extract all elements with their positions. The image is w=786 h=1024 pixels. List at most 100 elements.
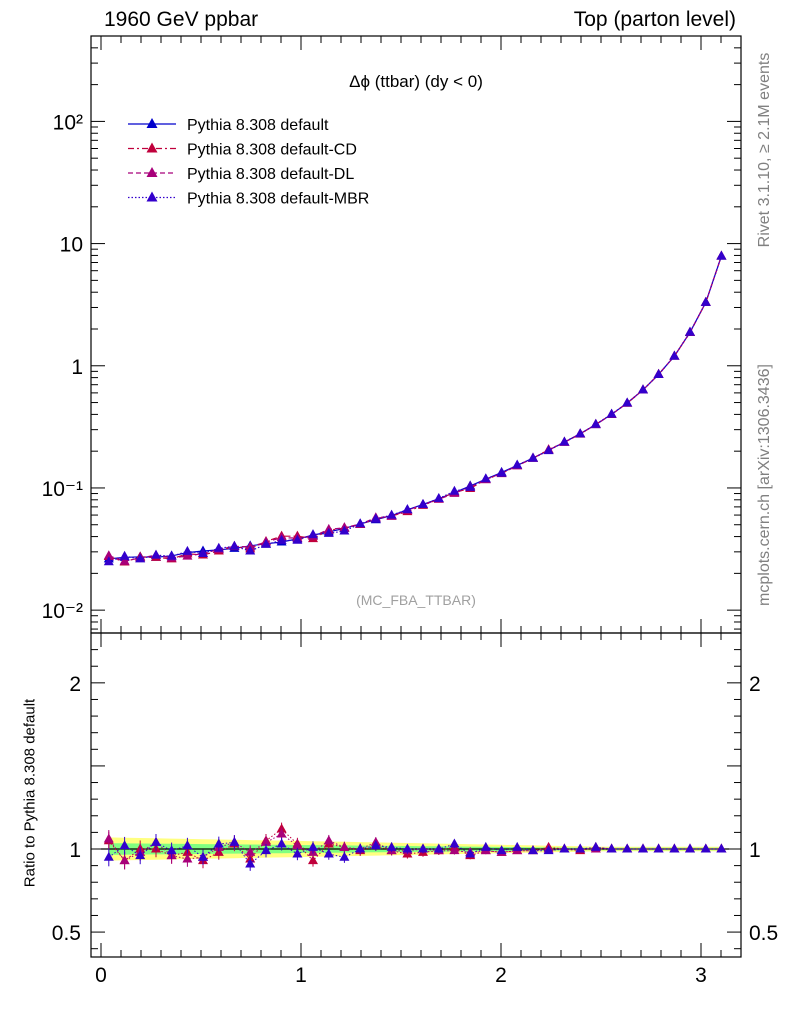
ratio-data-point — [370, 840, 381, 850]
data-point — [119, 550, 130, 560]
data-point — [355, 518, 366, 528]
y-tick-label: 1 — [71, 356, 83, 379]
series-line — [108, 255, 722, 560]
ratio-data-point — [716, 843, 727, 853]
ratio-data-point — [198, 851, 208, 861]
ratio-data-point — [151, 836, 161, 846]
ratio-data-point — [261, 845, 271, 855]
data-point — [638, 384, 648, 394]
ratio-y-tick-label-left: 1 — [69, 839, 81, 862]
ratio-data-point — [119, 855, 130, 865]
ratio-data-point — [418, 843, 428, 853]
ratio-data-point — [606, 843, 617, 853]
data-point — [480, 473, 491, 483]
ratio-data-point — [386, 841, 397, 851]
ratio-data-point — [700, 843, 711, 853]
ratio-data-point — [276, 838, 287, 848]
series-line — [108, 255, 722, 562]
ratio-data-point — [135, 850, 146, 860]
y-tick-label: 10⁻² — [42, 600, 83, 623]
data-point — [559, 436, 570, 446]
ratio-series-line — [108, 828, 722, 862]
data-point — [245, 545, 256, 555]
x-tick-label: 2 — [495, 964, 507, 987]
data-point — [261, 538, 271, 548]
ratio-panel: 0.5 0.5 1 1 2 2 0 1 2 3 — [52, 632, 778, 987]
data-point — [135, 553, 146, 563]
ratio-data-point — [590, 841, 601, 851]
ratio-data-point — [638, 843, 648, 853]
ratio-data-point — [245, 858, 256, 868]
ratio-data-point — [182, 853, 193, 863]
data-point — [433, 492, 444, 502]
y-tick-label: 10² — [53, 111, 83, 134]
ratio-data-point — [449, 838, 460, 848]
ratio-data-point — [669, 843, 680, 853]
legend-marker — [146, 167, 158, 177]
data-point — [716, 250, 727, 260]
ratio-data-point — [276, 828, 287, 838]
legend: Pythia 8.308 default Pythia 8.308 default… — [128, 117, 369, 208]
ratio-data-point — [339, 851, 350, 861]
data-point — [528, 452, 538, 462]
ratio-data-point — [433, 843, 444, 853]
main-panel: 10⁻² 10⁻¹ 1 10 10² Δϕ (ttbar) (dy < 0) (MC_FBA… — [42, 35, 742, 634]
ratio-data-point — [323, 835, 334, 845]
series-line — [108, 255, 722, 563]
ratio-data-point — [622, 843, 633, 853]
ratio-data-point — [182, 840, 193, 850]
ratio-frame — [90, 632, 742, 958]
data-point — [606, 408, 617, 418]
data-point — [213, 542, 224, 552]
ratio-data-point — [528, 845, 538, 855]
legend-entry: Pythia 8.308 default-CD — [187, 142, 357, 159]
ratio-data-point — [229, 836, 240, 846]
ratio-data-point — [512, 841, 523, 851]
data-point — [166, 550, 177, 560]
legend-marker — [146, 118, 158, 128]
legend-marker — [146, 142, 158, 153]
data-point — [103, 550, 114, 560]
data-point — [543, 445, 554, 455]
ratio-data-point — [292, 848, 303, 858]
ratio-data-point — [449, 845, 460, 855]
x-tick-label: 0 — [95, 964, 107, 987]
legend-entry: Pythia 8.308 default — [187, 117, 329, 134]
data-point — [685, 326, 695, 336]
ratio-series-line — [108, 833, 722, 862]
ratio-data-point — [261, 836, 271, 846]
ratio-data-point — [480, 841, 491, 851]
ratio-data-point — [308, 841, 318, 851]
ratio-data-point — [559, 843, 570, 853]
ratio-y-tick-label-left: 2 — [69, 673, 81, 696]
ratio-series-line — [108, 841, 722, 865]
x-tick-label: 1 — [295, 964, 307, 987]
series-line — [108, 256, 722, 563]
data-point — [276, 534, 287, 544]
data-point — [669, 350, 680, 360]
data-point — [449, 485, 460, 495]
analysis-watermark: (MC_FBA_TTBAR) — [356, 592, 476, 608]
y-tick-label: 10⁻¹ — [42, 478, 83, 501]
ratio-data-point — [103, 851, 114, 861]
data-point — [512, 459, 523, 469]
data-point — [229, 540, 240, 550]
ratio-data-point — [685, 843, 695, 853]
legend-entry: Pythia 8.308 default-DL — [187, 166, 354, 183]
plot-title: Δϕ (ttbar) (dy < 0) — [349, 72, 483, 91]
ratio-y-tick-label-left: 0.5 — [52, 922, 81, 945]
data-point — [323, 527, 334, 537]
data-point — [386, 509, 397, 519]
ratio-y-tick-label-right: 2 — [749, 673, 761, 696]
ratio-data-point — [166, 845, 177, 855]
ratio-data-point — [465, 848, 476, 858]
data-point — [653, 369, 664, 379]
data-point — [418, 499, 428, 509]
ratio-data-point — [653, 843, 664, 853]
data-point — [292, 534, 303, 544]
ratio-data-point — [245, 846, 256, 856]
header-right-label: Top (parton level) — [573, 8, 736, 31]
header-left-label: 1960 GeV ppbar — [104, 8, 259, 31]
data-point — [151, 549, 161, 559]
